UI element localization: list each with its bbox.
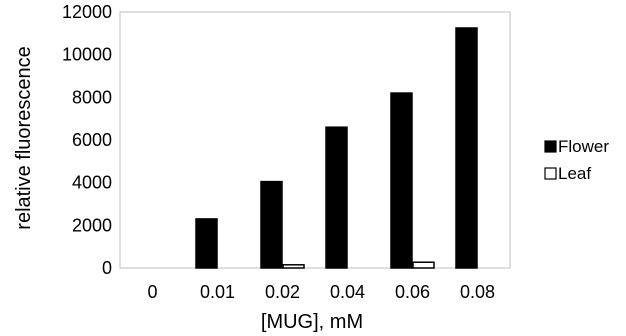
bars	[195, 27, 478, 269]
legend-label-flower: Flower	[558, 137, 609, 156]
y-axis-ticks: 0 2000 4000 6000 8000 10000 12000	[62, 2, 112, 278]
y-tick-label: 2000	[72, 215, 112, 235]
y-tick-label: 6000	[72, 130, 112, 150]
bar-leaf	[412, 261, 435, 269]
bar-flower	[390, 92, 413, 269]
x-tick-label: 0	[147, 282, 157, 302]
y-tick-label: 4000	[72, 173, 112, 193]
bar-flower	[260, 180, 283, 269]
x-tick-label: 0.08	[460, 282, 495, 302]
x-axis-title: [MUG], mM	[261, 311, 363, 333]
y-tick-label: 0	[102, 258, 112, 278]
y-tick-label: 10000	[62, 45, 112, 65]
y-tick-label: 12000	[62, 2, 112, 22]
x-tick-label: 0.04	[330, 282, 365, 302]
bar-flower	[195, 218, 218, 269]
y-tick-label: 8000	[72, 87, 112, 107]
legend-swatch-leaf	[544, 167, 557, 180]
legend-swatch-flower	[544, 140, 557, 153]
bar-flower	[455, 27, 478, 269]
bar-leaf	[282, 264, 305, 269]
x-tick-label: 0.02	[265, 282, 300, 302]
legend-label-leaf: Leaf	[558, 164, 591, 183]
legend: Flower Leaf	[544, 137, 609, 183]
bar-flower	[325, 126, 348, 269]
plot-area	[119, 11, 511, 269]
x-tick-label: 0.01	[200, 282, 235, 302]
x-tick-label: 0.06	[395, 282, 430, 302]
x-axis-ticks: 0 0.01 0.02 0.04 0.06 0.08	[147, 282, 495, 302]
y-axis-title: relative fluorescence	[13, 46, 35, 229]
